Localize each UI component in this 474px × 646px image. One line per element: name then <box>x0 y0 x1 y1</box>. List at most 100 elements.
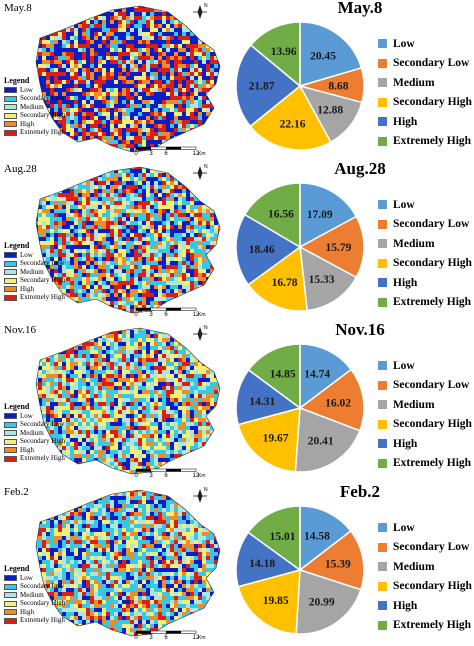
map-legend-item: Secondary High <box>4 599 65 609</box>
pie-title: Feb.2 <box>339 482 381 501</box>
pie-data-label: 19.67 <box>263 433 289 445</box>
legend-swatch <box>4 87 17 94</box>
pie-legend-item: High <box>378 596 472 616</box>
map-legend-label: Extremely High <box>20 616 65 625</box>
map-legend-title: Legend <box>4 76 30 85</box>
scale-tick-label: 6 <box>164 635 168 641</box>
map-legend-item: High <box>4 608 65 617</box>
pie-legend-swatch <box>378 219 387 229</box>
scale-tick-label: 12 <box>193 312 200 318</box>
pie-slice <box>249 21 301 88</box>
pie-legend-label: Low <box>393 521 415 534</box>
pie-data-label: 20.99 <box>309 597 335 609</box>
scale-unit-label: Km <box>198 635 206 641</box>
pie-data-label: 14.18 <box>249 558 275 570</box>
pie-legend-item: Secondary Low <box>378 538 472 558</box>
map-legend-item: Low <box>4 412 65 421</box>
pie-data-label: 14.85 <box>270 369 296 381</box>
pie-data-label: 20.45 <box>310 50 336 62</box>
scale-tick-label: 3 <box>149 473 153 479</box>
legend-swatch <box>4 121 17 128</box>
pie-legend-item: Secondary High <box>378 93 472 113</box>
legend-swatch <box>4 112 17 119</box>
pie-slice <box>299 21 363 88</box>
pie-data-label: 16.56 <box>268 209 294 221</box>
pie-legend-swatch <box>378 117 387 127</box>
legend-swatch <box>4 252 17 259</box>
panel-2: N 0 3 6 12 Km Nov.16 Legend Low Secondary Low Medi… <box>0 320 474 483</box>
pie-data-label: 19.85 <box>263 595 289 607</box>
pie-chart: 17.09 15.79 15.33 16.78 18.46 16.56 <box>235 182 365 312</box>
pie-legend-swatch <box>378 581 387 591</box>
legend-swatch <box>4 617 17 624</box>
map-legend-label: Extremely High <box>20 293 65 302</box>
legend-swatch <box>4 592 17 599</box>
pie-slice <box>235 44 302 128</box>
pie-data-label: 8.68 <box>328 80 348 92</box>
map-legend-label: High <box>20 607 34 616</box>
pie-legend-label: Secondary High <box>393 96 472 109</box>
pie-slice <box>298 368 365 432</box>
legend-swatch <box>4 447 17 454</box>
pie-legend-swatch <box>378 239 387 249</box>
map-legend-item: Medium <box>4 591 65 600</box>
pie-legend-item: Medium <box>378 395 472 415</box>
legend-swatch <box>4 260 17 267</box>
north-label: N <box>204 325 208 331</box>
legend-swatch <box>4 575 17 582</box>
pie-legend-label: Secondary High <box>393 418 472 431</box>
pie-legend-swatch <box>378 542 387 552</box>
pie-data-label: 16.02 <box>325 398 351 410</box>
legend-swatch <box>4 129 17 136</box>
pie-legend-item: High <box>378 434 472 454</box>
pie-legend-item: Low <box>378 34 472 54</box>
pie-legend-item: Secondary Low <box>378 54 472 74</box>
legend-swatch <box>4 277 17 284</box>
scale-tick-label: 3 <box>149 151 153 157</box>
legend-swatch <box>4 104 17 111</box>
pie-data-label: 20.41 <box>308 435 334 447</box>
map-legend-item: Medium <box>4 429 65 438</box>
pie-legend-swatch <box>378 361 387 371</box>
pie-legend-swatch <box>378 620 387 630</box>
legend-swatch <box>4 455 17 462</box>
map-legend-label: Secondary Low <box>20 94 65 103</box>
pie-slice <box>299 505 352 572</box>
pie-slice <box>299 245 358 312</box>
pie-legend-item: Extremely High <box>378 132 472 152</box>
scale-tick-label: 0 <box>134 635 138 641</box>
panel-3: N 0 3 6 12 Km Feb.2 Legend Low Secondary Low Mediu… <box>0 482 474 645</box>
pie-legend-item: Low <box>378 518 472 538</box>
pie-legend-item: Medium <box>378 234 472 254</box>
scale-tick-label: 6 <box>164 151 168 157</box>
pie-legend-label: Low <box>393 359 415 372</box>
map-legend-label: Secondary Low <box>20 420 65 429</box>
legend-swatch <box>4 421 17 428</box>
scale-tick-label: 3 <box>149 312 153 318</box>
pie-legend-label: Extremely High <box>393 135 472 148</box>
pie-legend-swatch <box>378 400 387 410</box>
map-legend-label: Low <box>20 573 33 582</box>
pie-legend-swatch <box>378 136 387 146</box>
map-legend-label: Secondary High <box>20 437 66 446</box>
legend-swatch <box>4 583 17 590</box>
pie-slice <box>249 84 332 151</box>
map-legend-label: Medium <box>20 590 44 599</box>
pie-legend-label: Medium <box>393 560 435 573</box>
pie-legend-label: Secondary Low <box>393 57 470 70</box>
pie-slice <box>299 343 353 410</box>
legend-swatch <box>4 95 17 102</box>
pie-legend-item: Extremely High <box>378 616 472 636</box>
pie-legend-item: Medium <box>378 73 472 93</box>
map-legend-item: Secondary Low <box>4 94 65 104</box>
scale-tick-label: 12 <box>193 151 200 157</box>
pie-legend-label: Medium <box>393 398 435 411</box>
pie-legend-label: Secondary Low <box>393 541 470 554</box>
legend-swatch <box>4 286 17 293</box>
legend-swatch <box>4 600 17 607</box>
pie-data-label: 16.78 <box>272 277 298 289</box>
pie-legend-label: High <box>393 276 418 289</box>
